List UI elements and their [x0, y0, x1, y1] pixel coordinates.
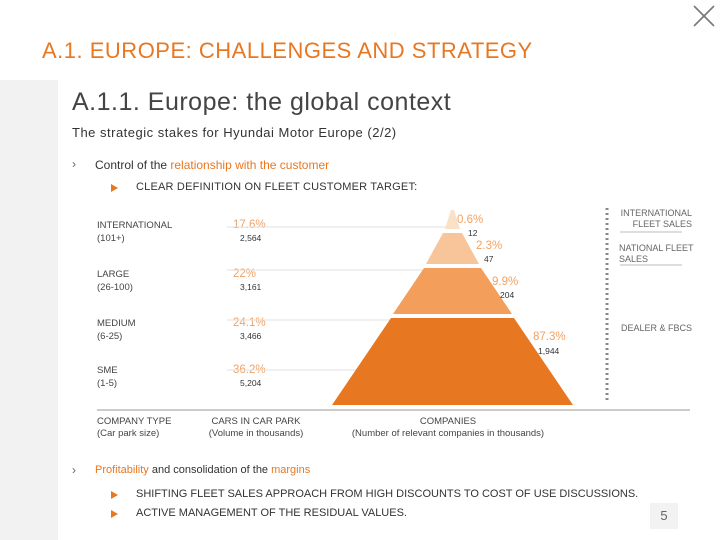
row-pct: 24.1%: [233, 317, 266, 329]
label-international-fleet-sales: INTERNATIONAL FLEET SALES: [612, 208, 692, 230]
row-type-sme: SME (1-5): [97, 364, 118, 390]
triangle-bullet-icon: [111, 491, 118, 499]
bullet-control: Control of the relationship with the cus…: [95, 158, 329, 172]
pyramid-value: 204: [500, 290, 515, 300]
header-label: COMPANIES: [419, 416, 477, 427]
page-title: A.1. EUROPE: CHALLENGES AND STRATEGY: [42, 38, 533, 63]
label-line: FLEET SALES: [632, 219, 692, 229]
bullet-highlight: relationship with the customer: [170, 158, 330, 172]
close-icon[interactable]: [690, 2, 718, 30]
sub-bullet-shifting: SHIFTING FLEET SALES APPROACH FROM HIGH …: [136, 488, 639, 500]
column-header-companies: COMPANIES (Number of relevant companies …: [340, 416, 556, 440]
row-value: 3,466: [240, 331, 262, 341]
sub-bullet-residual: ACTIVE MANAGEMENT OF THE RESIDUAL VALUES…: [136, 507, 407, 519]
row-value: 2,564: [240, 233, 262, 243]
row-pct: 22%: [233, 268, 257, 280]
label-line: SALES: [619, 254, 649, 264]
header-label: COMPANY TYPE: [97, 416, 172, 427]
row-range: (26-100): [97, 282, 133, 293]
chevron-right-icon: ›: [72, 463, 76, 477]
sub-bullet-fleet: CLEAR DEFINITION ON FLEET CUSTOMER TARGE…: [136, 181, 418, 193]
row-range: (6-25): [97, 331, 123, 342]
bullet-highlight: margins: [271, 464, 311, 476]
triangle-bullet-icon: [111, 510, 118, 518]
content-panel: [58, 80, 720, 540]
bullet-profitability: Profitability and consolidation of the m…: [95, 464, 310, 476]
label-dealer-fbcs: DEALER & FBCS: [620, 323, 692, 333]
pyramid-pct: 9.9%: [492, 276, 519, 288]
row-value: 5,204: [240, 378, 262, 388]
row-type-medium: MEDIUM (6-25): [97, 317, 136, 343]
page-number: 5: [650, 503, 678, 529]
header-label: CARS IN CAR PARK: [211, 416, 301, 427]
label-line: NATIONAL FLEET: [619, 243, 694, 253]
label-national-fleet-sales: NATIONAL FLEET SALES: [612, 243, 694, 265]
column-header-company-type: COMPANY TYPE (Car park size): [97, 416, 171, 440]
row-name: MEDIUM: [97, 318, 136, 329]
header-sublabel: (Car park size): [97, 428, 160, 439]
row-pct: 36.2%: [233, 364, 266, 376]
header-sublabel: (Number of relevant companies in thousan…: [351, 428, 545, 439]
pyramid-value: 12: [468, 228, 478, 238]
row-value: 3,161: [240, 282, 262, 292]
section-title: A.1.1. Europe: the global context: [72, 88, 452, 116]
label-line: INTERNATIONAL: [620, 208, 692, 218]
pyramid-value: 47: [484, 254, 494, 264]
pyramid-pct: 87.3%: [533, 331, 566, 343]
row-range: (101+): [97, 233, 125, 244]
bullet-text: and consolidation of the: [148, 464, 272, 476]
section-subtitle: The strategic stakes for Hyundai Motor E…: [72, 125, 397, 140]
row-type-international: INTERNATIONAL (101+): [97, 219, 172, 245]
pyramid-value: 1,944: [538, 346, 560, 356]
bullet-text: Control of the: [95, 158, 171, 172]
row-name: SME: [97, 365, 118, 376]
pyramid-pct: 2.3%: [476, 240, 503, 252]
column-header-cars: CARS IN CAR PARK (Volume in thousands): [196, 416, 316, 440]
row-range: (1-5): [97, 378, 118, 389]
chevron-right-icon: ›: [72, 157, 76, 171]
bullet-highlight: Profitability: [95, 464, 149, 476]
pyramid-pct: 0.6%: [457, 214, 484, 226]
row-name: INTERNATIONAL: [97, 220, 173, 231]
row-name: LARGE: [97, 269, 130, 280]
row-type-large: LARGE (26-100): [97, 268, 133, 294]
triangle-bullet-icon: [111, 184, 118, 192]
row-pct: 17.6%: [233, 219, 266, 231]
header-sublabel: (Volume in thousands): [208, 428, 304, 439]
